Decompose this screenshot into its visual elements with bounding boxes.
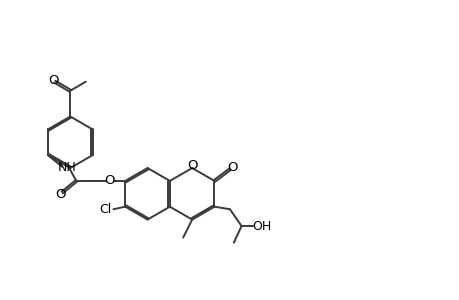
- Text: O: O: [48, 74, 59, 87]
- Text: O: O: [104, 174, 115, 187]
- Text: O: O: [55, 188, 66, 201]
- Text: Cl: Cl: [99, 203, 112, 216]
- Text: O: O: [226, 161, 237, 174]
- Text: NH: NH: [58, 161, 77, 174]
- Text: O: O: [187, 159, 197, 172]
- Text: OH: OH: [251, 220, 270, 232]
